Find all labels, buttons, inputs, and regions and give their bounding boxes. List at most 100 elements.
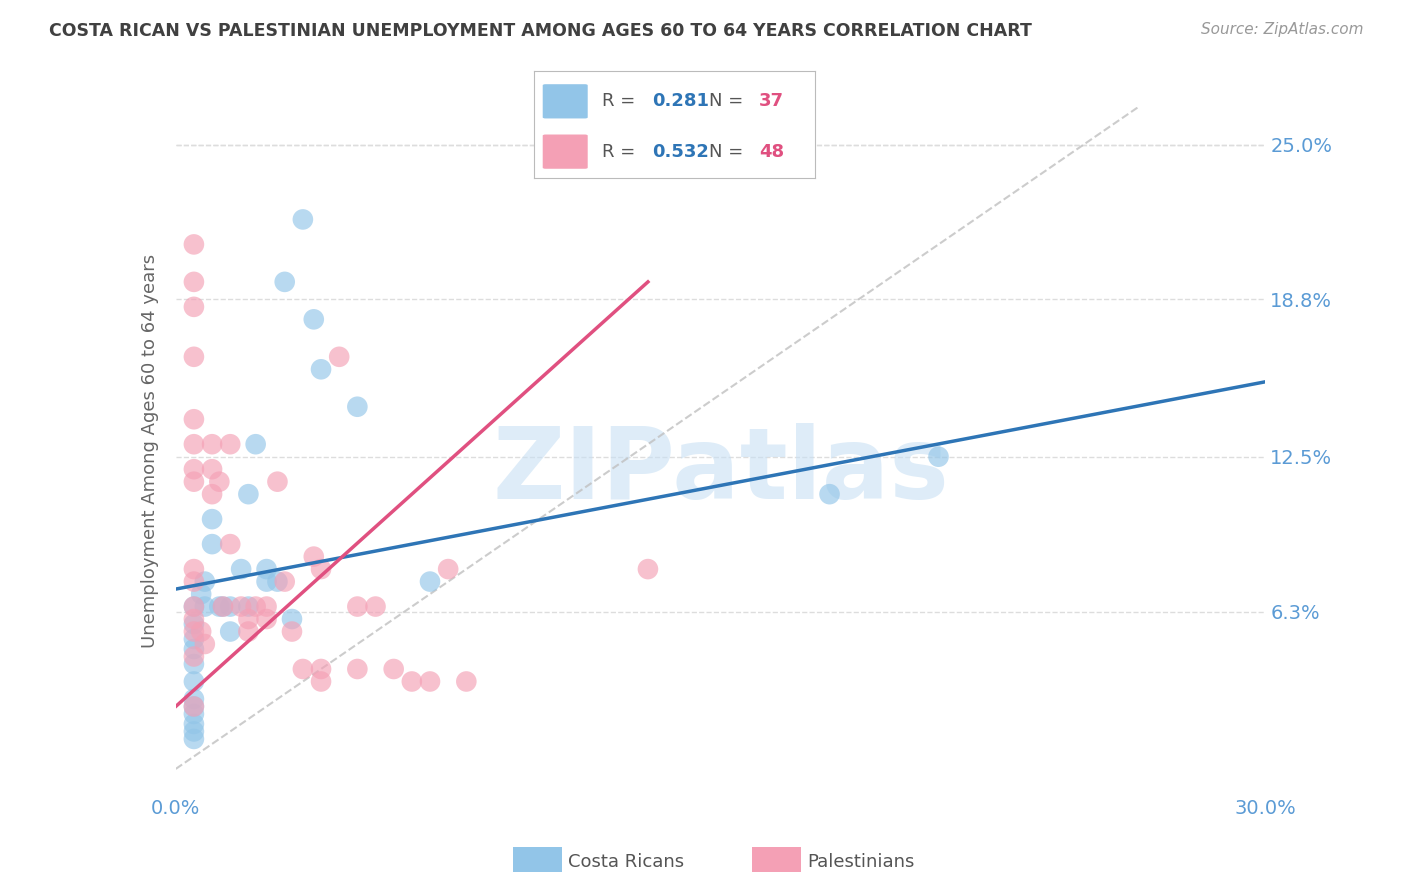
Point (238, 487, 260, 501)
Point (183, 657, 205, 671)
Point (238, 624, 260, 639)
Point (302, 312, 325, 326)
Point (456, 674, 478, 689)
Point (194, 574, 217, 589)
Text: COSTA RICAN VS PALESTINIAN UNEMPLOYMENT AMONG AGES 60 TO 64 YEARS CORRELATION CH: COSTA RICAN VS PALESTINIAN UNEMPLOYMENT … (49, 22, 1032, 40)
Point (281, 624, 304, 639)
FancyBboxPatch shape (543, 84, 588, 119)
Text: R =: R = (602, 143, 641, 161)
Text: 0.532: 0.532 (652, 143, 709, 161)
Point (183, 642, 205, 657)
Text: 37: 37 (759, 93, 785, 111)
Text: Source: ZipAtlas.com: Source: ZipAtlas.com (1201, 22, 1364, 37)
Point (309, 562, 332, 576)
Point (183, 612, 205, 626)
Point (201, 487, 224, 501)
Text: ZIPatlas: ZIPatlas (492, 423, 949, 519)
Point (274, 574, 297, 589)
Point (309, 662, 332, 676)
Point (201, 512, 224, 526)
Text: N =: N = (709, 93, 748, 111)
Point (183, 699, 205, 714)
Y-axis label: Unemployment Among Ages 60 to 64 years: Unemployment Among Ages 60 to 64 years (141, 253, 159, 648)
Point (231, 562, 253, 576)
Point (201, 462, 224, 476)
Text: 0.281: 0.281 (652, 93, 710, 111)
Point (231, 599, 253, 614)
Point (183, 475, 205, 489)
Point (190, 587, 212, 601)
Point (183, 437, 205, 451)
Text: R =: R = (602, 93, 641, 111)
Point (183, 674, 205, 689)
Point (291, 662, 314, 676)
Point (219, 437, 242, 451)
Point (266, 475, 288, 489)
Text: Costa Ricans: Costa Ricans (568, 853, 685, 871)
Point (437, 562, 460, 576)
Text: 48: 48 (759, 143, 785, 161)
FancyBboxPatch shape (543, 135, 588, 169)
Point (291, 212, 314, 227)
Point (183, 275, 205, 289)
Point (245, 437, 267, 451)
Point (183, 462, 205, 476)
Text: Palestinians: Palestinians (807, 853, 914, 871)
Point (183, 649, 205, 664)
Point (183, 706, 205, 721)
Point (256, 612, 278, 626)
Point (183, 731, 205, 746)
Point (401, 674, 423, 689)
Point (219, 624, 242, 639)
Point (382, 662, 405, 676)
Point (183, 300, 205, 314)
Point (309, 674, 332, 689)
Point (346, 599, 368, 614)
Point (419, 574, 441, 589)
Point (183, 617, 205, 632)
Point (183, 624, 205, 639)
Point (309, 362, 332, 376)
Point (212, 599, 235, 614)
Point (256, 574, 278, 589)
Point (212, 599, 235, 614)
Point (328, 350, 350, 364)
Point (201, 537, 224, 551)
Point (183, 350, 205, 364)
Point (256, 599, 278, 614)
Point (238, 612, 260, 626)
Point (183, 574, 205, 589)
Point (183, 599, 205, 614)
Point (245, 599, 267, 614)
Point (194, 637, 217, 651)
Point (281, 612, 304, 626)
Point (219, 537, 242, 551)
Point (183, 699, 205, 714)
Point (183, 632, 205, 646)
Point (183, 717, 205, 731)
Point (183, 412, 205, 426)
Point (266, 574, 288, 589)
Point (219, 599, 242, 614)
Point (208, 599, 231, 614)
Point (183, 562, 205, 576)
Point (183, 692, 205, 706)
Point (818, 487, 841, 501)
Point (183, 237, 205, 252)
Point (190, 624, 212, 639)
Text: N =: N = (709, 143, 748, 161)
Point (183, 599, 205, 614)
Point (238, 599, 260, 614)
Point (201, 437, 224, 451)
Point (364, 599, 387, 614)
Point (419, 674, 441, 689)
Point (256, 562, 278, 576)
Point (208, 475, 231, 489)
Point (928, 450, 950, 464)
Point (346, 662, 368, 676)
Point (346, 400, 368, 414)
Point (194, 599, 217, 614)
Point (274, 275, 297, 289)
Point (183, 724, 205, 739)
Point (637, 562, 659, 576)
